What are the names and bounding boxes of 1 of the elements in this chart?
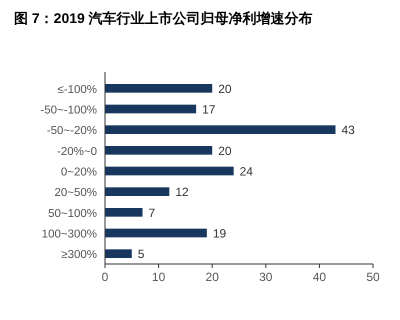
title: 图 7：2019 汽车行业上市公司归母净利增速分布 — [14, 10, 313, 26]
